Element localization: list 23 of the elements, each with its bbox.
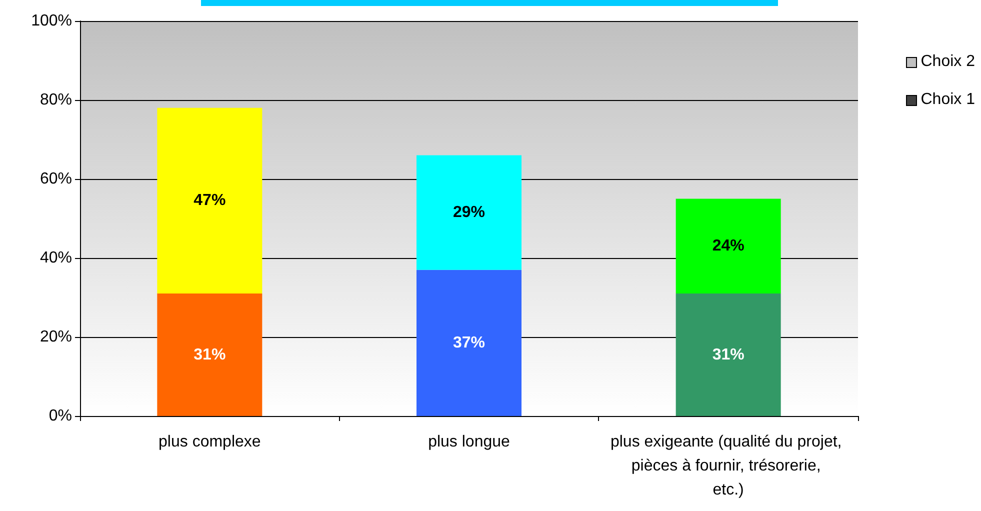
y-tick-label: 40%: [40, 250, 72, 266]
data-label: 37%: [452, 334, 486, 352]
y-tick-label: 100%: [31, 12, 72, 30]
data-label: 29%: [452, 204, 486, 222]
x-tick-label: plus exigeante (qualité du projet, pièces à fournir, trésorerie, etc.): [610, 434, 846, 498]
y-tick-label: 0%: [48, 408, 72, 424]
bar: [157, 294, 262, 416]
data-label: 47%: [194, 192, 226, 210]
bar: [676, 294, 781, 416]
bar: [676, 198, 781, 294]
bar: [157, 108, 262, 294]
y-tick-label: 80%: [40, 92, 72, 108]
bar: [416, 155, 522, 270]
data-label: 31%: [194, 346, 226, 364]
bar: [416, 270, 522, 416]
x-tick-label: plus complexe: [158, 434, 261, 450]
data-label: 31%: [712, 346, 744, 364]
y-tick-label: 20%: [40, 328, 72, 346]
data-label: 24%: [712, 238, 744, 255]
text: Choix 1: [920, 91, 975, 109]
text: Choix 2: [920, 53, 975, 71]
x-tick-label: plus longue: [428, 434, 510, 450]
y-tick-label: 60%: [40, 170, 72, 188]
